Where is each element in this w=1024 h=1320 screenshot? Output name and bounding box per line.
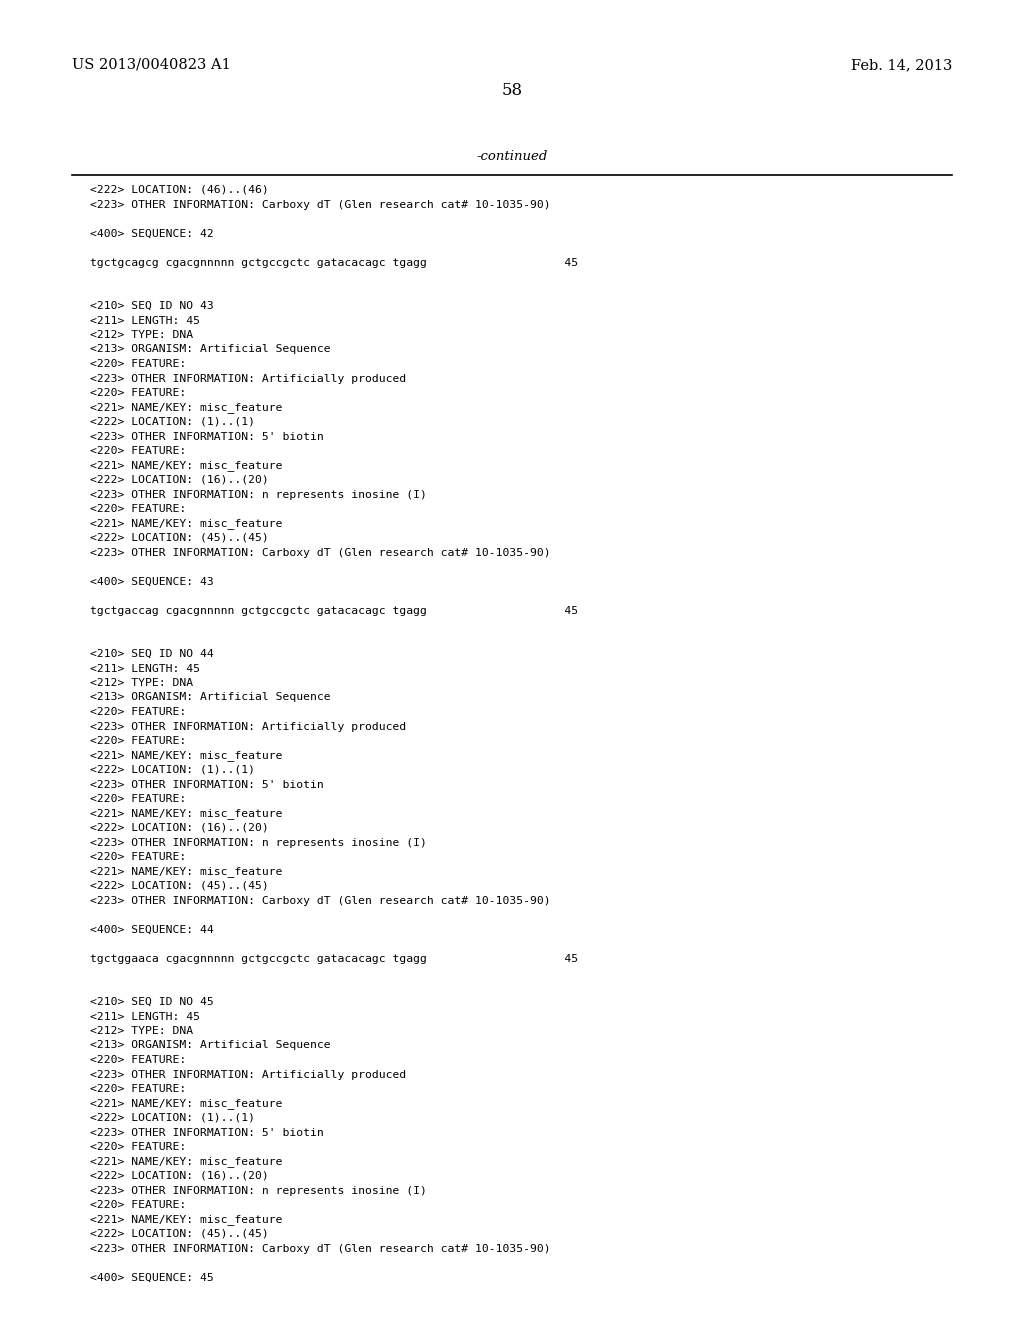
Text: <400> SEQUENCE: 45: <400> SEQUENCE: 45 — [90, 1272, 214, 1283]
Text: <221> NAME/KEY: misc_feature: <221> NAME/KEY: misc_feature — [90, 866, 283, 878]
Text: <222> LOCATION: (1)..(1): <222> LOCATION: (1)..(1) — [90, 766, 255, 775]
Text: <211> LENGTH: 45: <211> LENGTH: 45 — [90, 315, 200, 326]
Text: <400> SEQUENCE: 44: <400> SEQUENCE: 44 — [90, 924, 214, 935]
Text: <221> NAME/KEY: misc_feature: <221> NAME/KEY: misc_feature — [90, 461, 283, 471]
Text: <220> FEATURE:: <220> FEATURE: — [90, 1200, 186, 1210]
Text: <210> SEQ ID NO 43: <210> SEQ ID NO 43 — [90, 301, 214, 312]
Text: <220> FEATURE:: <220> FEATURE: — [90, 1084, 186, 1094]
Text: <222> LOCATION: (1)..(1): <222> LOCATION: (1)..(1) — [90, 417, 255, 426]
Text: <223> OTHER INFORMATION: Carboxy dT (Glen research cat# 10-1035-90): <223> OTHER INFORMATION: Carboxy dT (Gle… — [90, 1243, 551, 1254]
Text: <223> OTHER INFORMATION: Carboxy dT (Glen research cat# 10-1035-90): <223> OTHER INFORMATION: Carboxy dT (Gle… — [90, 199, 551, 210]
Text: <211> LENGTH: 45: <211> LENGTH: 45 — [90, 664, 200, 673]
Text: <223> OTHER INFORMATION: 5' biotin: <223> OTHER INFORMATION: 5' biotin — [90, 780, 324, 789]
Text: <220> FEATURE:: <220> FEATURE: — [90, 388, 186, 399]
Text: <222> LOCATION: (45)..(45): <222> LOCATION: (45)..(45) — [90, 1229, 268, 1239]
Text: <223> OTHER INFORMATION: Artificially produced: <223> OTHER INFORMATION: Artificially pr… — [90, 1069, 407, 1080]
Text: <213> ORGANISM: Artificial Sequence: <213> ORGANISM: Artificial Sequence — [90, 1040, 331, 1051]
Text: <222> LOCATION: (16)..(20): <222> LOCATION: (16)..(20) — [90, 1171, 268, 1181]
Text: <220> FEATURE:: <220> FEATURE: — [90, 359, 186, 370]
Text: <220> FEATURE:: <220> FEATURE: — [90, 795, 186, 804]
Text: <221> NAME/KEY: misc_feature: <221> NAME/KEY: misc_feature — [90, 751, 283, 762]
Text: <222> LOCATION: (16)..(20): <222> LOCATION: (16)..(20) — [90, 822, 268, 833]
Text: <210> SEQ ID NO 45: <210> SEQ ID NO 45 — [90, 997, 214, 1007]
Text: <222> LOCATION: (1)..(1): <222> LOCATION: (1)..(1) — [90, 1113, 255, 1123]
Text: <211> LENGTH: 45: <211> LENGTH: 45 — [90, 1011, 200, 1022]
Text: tgctggaaca cgacgnnnnn gctgccgctc gatacacagc tgagg                    45: tgctggaaca cgacgnnnnn gctgccgctc gatacac… — [90, 953, 579, 964]
Text: <222> LOCATION: (16)..(20): <222> LOCATION: (16)..(20) — [90, 475, 268, 484]
Text: <221> NAME/KEY: misc_feature: <221> NAME/KEY: misc_feature — [90, 808, 283, 820]
Text: <223> OTHER INFORMATION: Carboxy dT (Glen research cat# 10-1035-90): <223> OTHER INFORMATION: Carboxy dT (Gle… — [90, 548, 551, 557]
Text: <220> FEATURE:: <220> FEATURE: — [90, 504, 186, 513]
Text: <221> NAME/KEY: misc_feature: <221> NAME/KEY: misc_feature — [90, 403, 283, 413]
Text: <223> OTHER INFORMATION: Artificially produced: <223> OTHER INFORMATION: Artificially pr… — [90, 722, 407, 731]
Text: <222> LOCATION: (45)..(45): <222> LOCATION: (45)..(45) — [90, 533, 268, 543]
Text: <221> NAME/KEY: misc_feature: <221> NAME/KEY: misc_feature — [90, 1156, 283, 1167]
Text: <220> FEATURE:: <220> FEATURE: — [90, 1055, 186, 1065]
Text: <222> LOCATION: (46)..(46): <222> LOCATION: (46)..(46) — [90, 185, 268, 195]
Text: <220> FEATURE:: <220> FEATURE: — [90, 737, 186, 746]
Text: Feb. 14, 2013: Feb. 14, 2013 — [851, 58, 952, 73]
Text: 58: 58 — [502, 82, 522, 99]
Text: <212> TYPE: DNA: <212> TYPE: DNA — [90, 330, 194, 341]
Text: <210> SEQ ID NO 44: <210> SEQ ID NO 44 — [90, 649, 214, 659]
Text: <223> OTHER INFORMATION: 5' biotin: <223> OTHER INFORMATION: 5' biotin — [90, 432, 324, 441]
Text: <400> SEQUENCE: 43: <400> SEQUENCE: 43 — [90, 577, 214, 586]
Text: <221> NAME/KEY: misc_feature: <221> NAME/KEY: misc_feature — [90, 519, 283, 529]
Text: -continued: -continued — [476, 150, 548, 162]
Text: <223> OTHER INFORMATION: n represents inosine (I): <223> OTHER INFORMATION: n represents in… — [90, 490, 427, 499]
Text: tgctgcagcg cgacgnnnnn gctgccgctc gatacacagc tgagg                    45: tgctgcagcg cgacgnnnnn gctgccgctc gatacac… — [90, 257, 579, 268]
Text: <221> NAME/KEY: misc_feature: <221> NAME/KEY: misc_feature — [90, 1214, 283, 1225]
Text: <220> FEATURE:: <220> FEATURE: — [90, 851, 186, 862]
Text: tgctgaccag cgacgnnnnn gctgccgctc gatacacagc tgagg                    45: tgctgaccag cgacgnnnnn gctgccgctc gatacac… — [90, 606, 579, 615]
Text: <221> NAME/KEY: misc_feature: <221> NAME/KEY: misc_feature — [90, 1098, 283, 1109]
Text: <213> ORGANISM: Artificial Sequence: <213> ORGANISM: Artificial Sequence — [90, 693, 331, 702]
Text: <223> OTHER INFORMATION: n represents inosine (I): <223> OTHER INFORMATION: n represents in… — [90, 1185, 427, 1196]
Text: <220> FEATURE:: <220> FEATURE: — [90, 708, 186, 717]
Text: US 2013/0040823 A1: US 2013/0040823 A1 — [72, 58, 230, 73]
Text: <220> FEATURE:: <220> FEATURE: — [90, 1142, 186, 1152]
Text: <222> LOCATION: (45)..(45): <222> LOCATION: (45)..(45) — [90, 880, 268, 891]
Text: <223> OTHER INFORMATION: Artificially produced: <223> OTHER INFORMATION: Artificially pr… — [90, 374, 407, 384]
Text: <212> TYPE: DNA: <212> TYPE: DNA — [90, 678, 194, 688]
Text: <223> OTHER INFORMATION: Carboxy dT (Glen research cat# 10-1035-90): <223> OTHER INFORMATION: Carboxy dT (Gle… — [90, 895, 551, 906]
Text: <213> ORGANISM: Artificial Sequence: <213> ORGANISM: Artificial Sequence — [90, 345, 331, 355]
Text: <220> FEATURE:: <220> FEATURE: — [90, 446, 186, 455]
Text: <223> OTHER INFORMATION: 5' biotin: <223> OTHER INFORMATION: 5' biotin — [90, 1127, 324, 1138]
Text: <212> TYPE: DNA: <212> TYPE: DNA — [90, 1026, 194, 1036]
Text: <223> OTHER INFORMATION: n represents inosine (I): <223> OTHER INFORMATION: n represents in… — [90, 837, 427, 847]
Text: <400> SEQUENCE: 42: <400> SEQUENCE: 42 — [90, 228, 214, 239]
